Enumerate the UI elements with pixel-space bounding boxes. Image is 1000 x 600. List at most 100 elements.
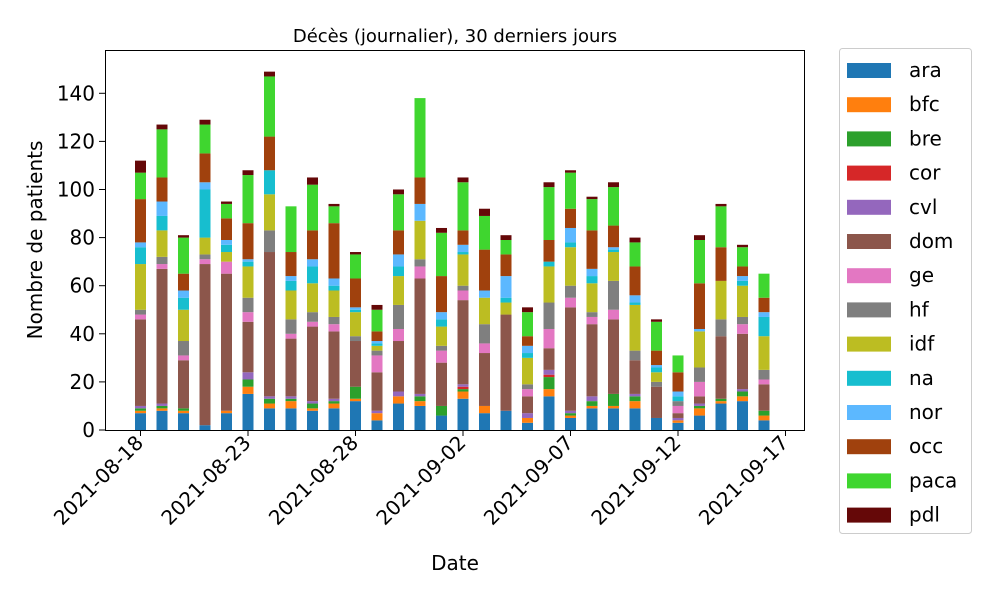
bar-bre-2021-08-28 [350,386,361,399]
bar-bfc-2021-09-16 [758,415,770,421]
bar-ge-2021-09-06 [543,328,555,349]
legend-swatch-nor [847,405,891,420]
bar-cvl-2021-08-23 [242,372,254,380]
bar-bre-2021-08-26 [307,403,318,409]
legend-label-cor: cor [909,161,941,185]
bar-nor-2021-09-11 [651,365,662,368]
bar-ge-2021-08-23 [242,312,254,322]
bar-hf-2021-08-27 [328,316,340,325]
bar-paca-2021-08-19 [156,129,168,178]
bar-occ-2021-09-11 [651,350,662,366]
bar-ara-2021-08-23 [242,393,254,430]
legend-label-dom: dom [909,229,953,253]
bar-ge-2021-09-07 [565,297,576,308]
bar-bfc-2021-08-23 [242,386,254,394]
bar-nor-2021-08-20 [178,290,189,298]
x-axis-label: Date [431,551,479,575]
bar-ge-2021-08-26 [307,321,318,327]
bar-ge-2021-09-08 [586,316,598,325]
bar-nor-2021-09-03 [479,290,490,298]
y-tick-label-120: 120 [57,129,95,153]
bar-bfc-2021-08-30 [393,396,404,404]
bar-hf-2021-09-03 [479,324,490,344]
bar-na-2021-09-06 [543,261,555,267]
bar-dom-2021-09-02 [457,300,469,385]
bar-hf-2021-09-16 [758,369,770,380]
bar-pdl-2021-09-08 [586,196,598,200]
bar-pdl-2021-08-22 [221,201,232,204]
bar-pdl-2021-08-23 [242,170,254,176]
bar-ge-2021-08-20 [178,355,189,361]
bar-ara-2021-09-05 [522,422,533,430]
bar-nor-2021-09-12 [672,391,684,397]
bar-ara-2021-09-03 [479,413,490,430]
x-tick-label-2021-09-17: 2021-09-17 [694,431,793,530]
legend-frame [839,48,972,534]
bar-nor-2021-09-15 [737,276,748,281]
bar-dom-2021-08-29 [371,372,383,411]
bar-bre-2021-08-31 [414,396,426,402]
bar-hf-2021-08-29 [371,350,383,356]
legend-swatch-bre [847,131,891,147]
legend-swatch-ge [847,268,891,284]
bar-dom-2021-08-27 [328,331,340,399]
bar-paca-2021-08-27 [328,206,340,224]
bar-pdl-2021-09-02 [457,177,469,183]
bar-paca-2021-08-31 [414,98,426,178]
bar-dom-2021-09-07 [565,307,576,411]
bar-idf-2021-09-15 [737,285,748,317]
bar-occ-2021-08-29 [371,331,383,342]
bar-ara-2021-08-19 [156,410,168,430]
bar-cor-2021-09-06 [543,374,555,378]
bar-occ-2021-08-18 [135,199,146,243]
x-tick-label-2021-08-18: 2021-08-18 [49,431,148,530]
bar-nor-2021-09-02 [457,244,469,253]
bar-bfc-2021-08-24 [264,403,275,409]
bar-idf-2021-09-05 [522,357,533,385]
bar-pdl-2021-09-01 [436,227,447,233]
bar-pdl-2021-09-14 [715,203,727,207]
bar-hf-2021-08-20 [178,341,189,356]
bar-bfc-2021-08-28 [350,398,361,402]
bar-nor-2021-09-13 [694,328,705,332]
bar-bre-2021-09-01 [436,405,447,416]
bar-paca-2021-08-23 [242,175,254,224]
bar-cvl-2021-09-07 [565,410,576,414]
bar-hf-2021-09-15 [737,316,748,325]
bar-nor-2021-08-22 [221,240,232,245]
legend-swatch-occ [847,439,891,455]
bar-pdl-2021-09-06 [543,182,555,188]
bar-paca-2021-08-30 [393,194,404,231]
bar-na-2021-08-22 [221,244,232,253]
bar-bre-2021-08-27 [328,401,340,404]
bar-pdl-2021-09-11 [651,319,662,322]
bar-idf-2021-09-13 [694,331,705,368]
bar-dom-2021-09-14 [715,336,727,399]
bar-idf-2021-08-26 [307,283,318,313]
bar-ara-2021-09-15 [737,401,748,430]
bar-paca-2021-08-25 [285,206,297,253]
bar-occ-2021-08-20 [178,273,189,291]
bar-cvl-2021-08-25 [285,396,297,399]
bar-cvl-2021-09-13 [694,403,705,406]
bar-idf-2021-09-09 [608,252,619,281]
bar-ara-2021-08-28 [350,401,361,430]
bar-hf-2021-09-01 [436,345,447,351]
x-tick-label-2021-09-12: 2021-09-12 [586,431,685,530]
y-tick-label-60: 60 [70,274,95,298]
bar-paca-2021-09-15 [737,247,748,267]
bar-occ-2021-09-16 [758,297,770,313]
bar-idf-2021-08-18 [135,264,146,310]
bar-occ-2021-09-01 [436,276,447,313]
bar-na-2021-09-01 [436,319,447,327]
chart-title: Décès (journalier), 30 derniers jours [293,26,617,47]
bar-ge-2021-08-21 [199,259,211,265]
bar-bre-2021-09-10 [629,396,641,402]
bar-pdl-2021-09-05 [522,307,533,313]
bar-paca-2021-09-05 [522,312,533,337]
bar-idf-2021-08-21 [199,237,211,255]
bar-idf-2021-09-08 [586,283,598,313]
bar-bre-2021-09-02 [457,389,469,392]
bar-cvl-2021-09-02 [457,384,469,387]
bar-pdl-2021-08-19 [156,124,168,130]
